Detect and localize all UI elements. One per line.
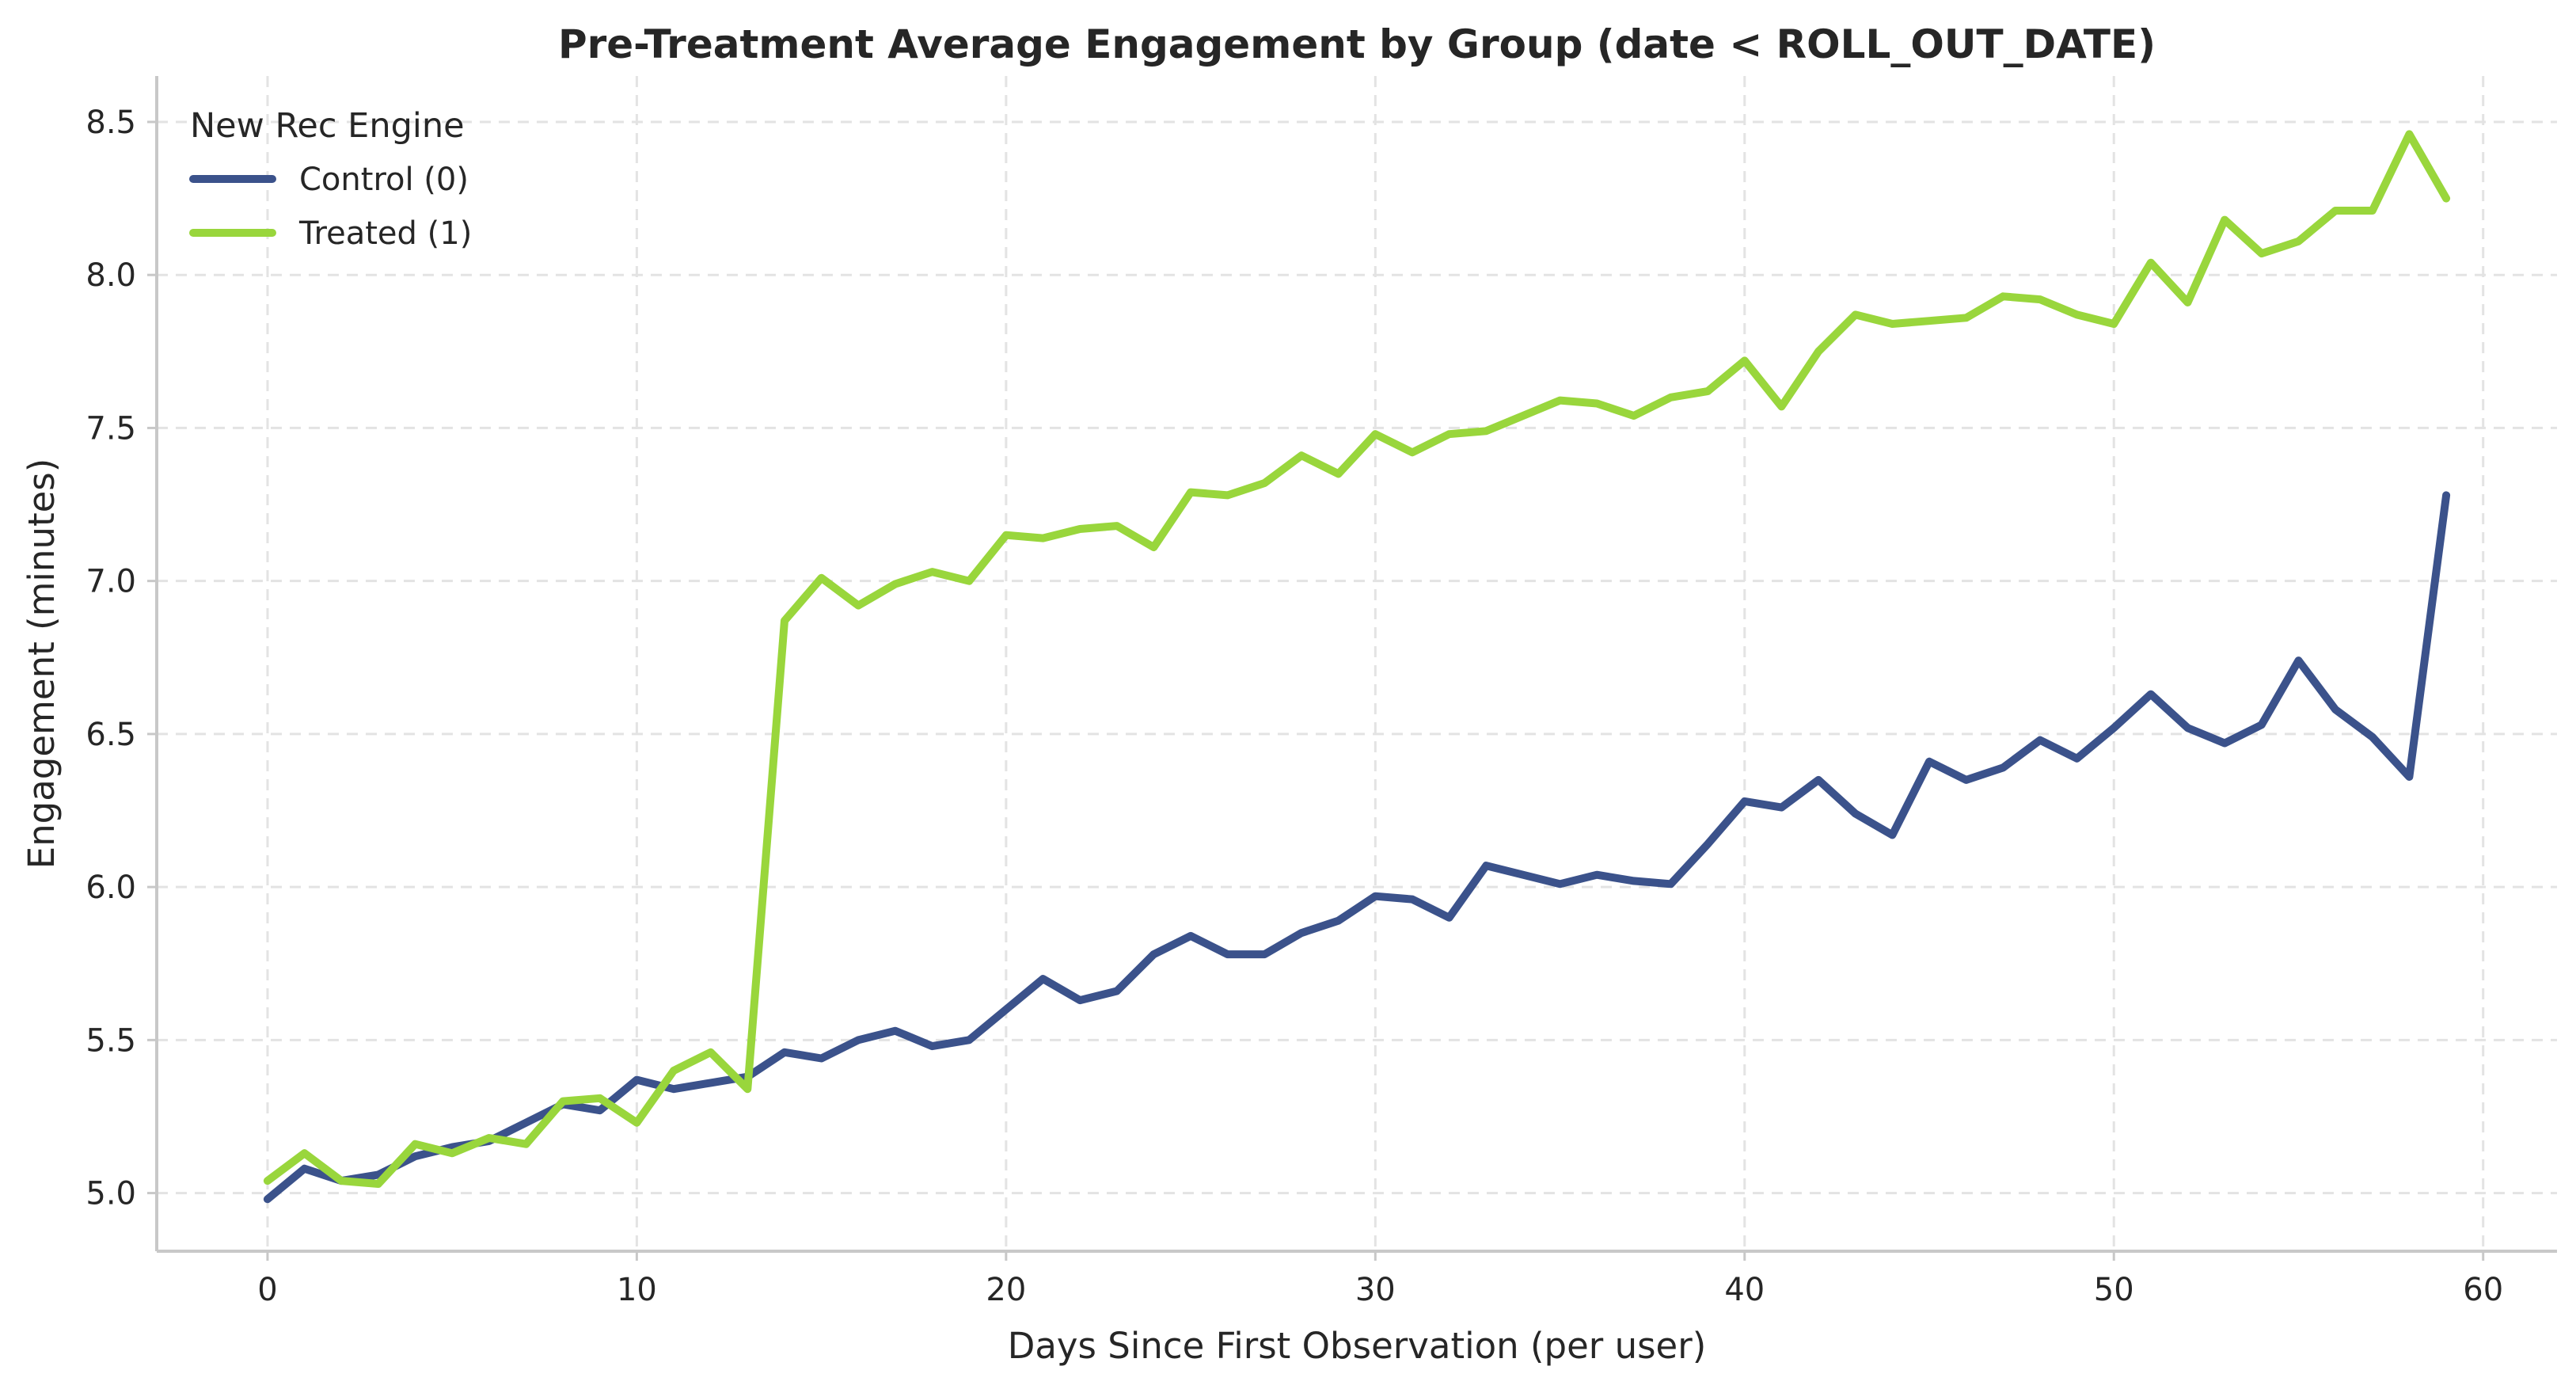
y-tick-label: 7.5 [85,410,136,447]
x-tick-label: 10 [617,1272,657,1308]
x-tick-label: 60 [2463,1272,2503,1308]
x-tick-label: 20 [986,1272,1026,1308]
y-tick-label: 6.0 [85,870,136,906]
grid-lines [157,76,2557,1251]
series-lines [263,130,2451,1204]
x-tick-label: 50 [2094,1272,2134,1308]
y-tick-label: 7.0 [85,564,136,600]
tick-labels: 0 10 20 30 40 50 60 5.0 5.5 6.0 6.5 7.0 7.5 8.0 8.5 [85,105,2503,1308]
x-tick-label: 0 [257,1272,277,1308]
legend-label-treated: Treated (1) [298,215,472,252]
x-axis-label: Days Since First Observation (per user) [1008,1325,1707,1367]
treated-series-line [263,130,2451,1188]
legend-title: New Rec Engine [190,106,465,146]
y-tick-label: 5.0 [85,1176,136,1212]
x-tick-label: 40 [1724,1272,1765,1308]
y-tick-label: 8.5 [85,105,136,141]
y-tick-label: 8.0 [85,257,136,294]
y-tick-label: 6.5 [85,717,136,753]
y-axis-label: Engagement (minutes) [21,459,63,870]
control-series-line [263,491,2451,1204]
axes [155,76,2557,1253]
legend: New Rec Engine Control (0) Treated (1) [189,106,472,252]
x-tick-label: 30 [1355,1272,1396,1308]
y-tick-label: 5.5 [85,1022,136,1059]
legend-label-control: Control (0) [299,162,469,198]
chart-title: Pre-Treatment Average Engagement by Grou… [558,21,2156,67]
